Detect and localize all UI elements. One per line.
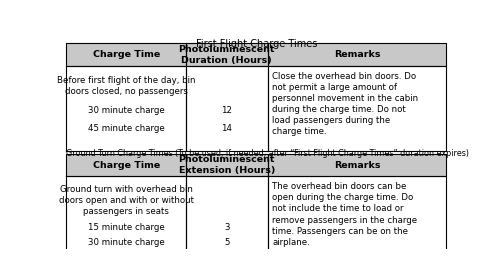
Text: Photoluminescent
Extension (Hours): Photoluminescent Extension (Hours)	[178, 155, 275, 175]
Text: The overhead bin doors can be
open during the charge time. Do
not include the ti: The overhead bin doors can be open durin…	[272, 182, 418, 247]
Bar	[66, 176, 186, 262]
Text: First Flight Charge Times: First Flight Charge Times	[196, 39, 317, 49]
Bar	[268, 154, 446, 176]
Bar	[186, 43, 268, 66]
Text: 45 minute charge: 45 minute charge	[88, 123, 164, 133]
Bar	[66, 43, 186, 66]
Text: Remarks: Remarks	[334, 160, 380, 169]
Text: 30 minute charge: 30 minute charge	[88, 106, 164, 115]
Bar	[186, 154, 268, 176]
Bar	[186, 176, 268, 262]
Bar	[66, 66, 186, 151]
Bar	[268, 66, 446, 151]
Bar	[268, 176, 446, 262]
Text: Charge Time: Charge Time	[92, 160, 160, 169]
Text: 15 minute charge: 15 minute charge	[88, 223, 164, 232]
Text: Before first flight of the day, bin
doors closed, no passengers: Before first flight of the day, bin door…	[57, 76, 196, 96]
Text: Ground Turn Charge Times (To be used, if needed, after “First Flight Charge Time: Ground Turn Charge Times (To be used, if…	[66, 149, 469, 158]
Text: 14: 14	[222, 123, 232, 133]
Bar	[186, 66, 268, 151]
Text: 30 minute charge: 30 minute charge	[88, 238, 164, 247]
Text: Remarks: Remarks	[334, 50, 380, 59]
Text: Ground turn with overhead bin
doors open and with or without
passengers in seats: Ground turn with overhead bin doors open…	[58, 185, 194, 216]
Text: 5: 5	[224, 238, 230, 247]
Text: Photoluminescent
Duration (Hours): Photoluminescent Duration (Hours)	[178, 45, 275, 65]
Text: Close the overhead bin doors. Do
not permit a large amount of
personnel movement: Close the overhead bin doors. Do not per…	[272, 72, 418, 136]
Bar	[66, 154, 186, 176]
Bar	[268, 43, 446, 66]
Text: Charge Time: Charge Time	[92, 50, 160, 59]
Text: 12: 12	[222, 106, 232, 115]
Text: 3: 3	[224, 223, 230, 232]
